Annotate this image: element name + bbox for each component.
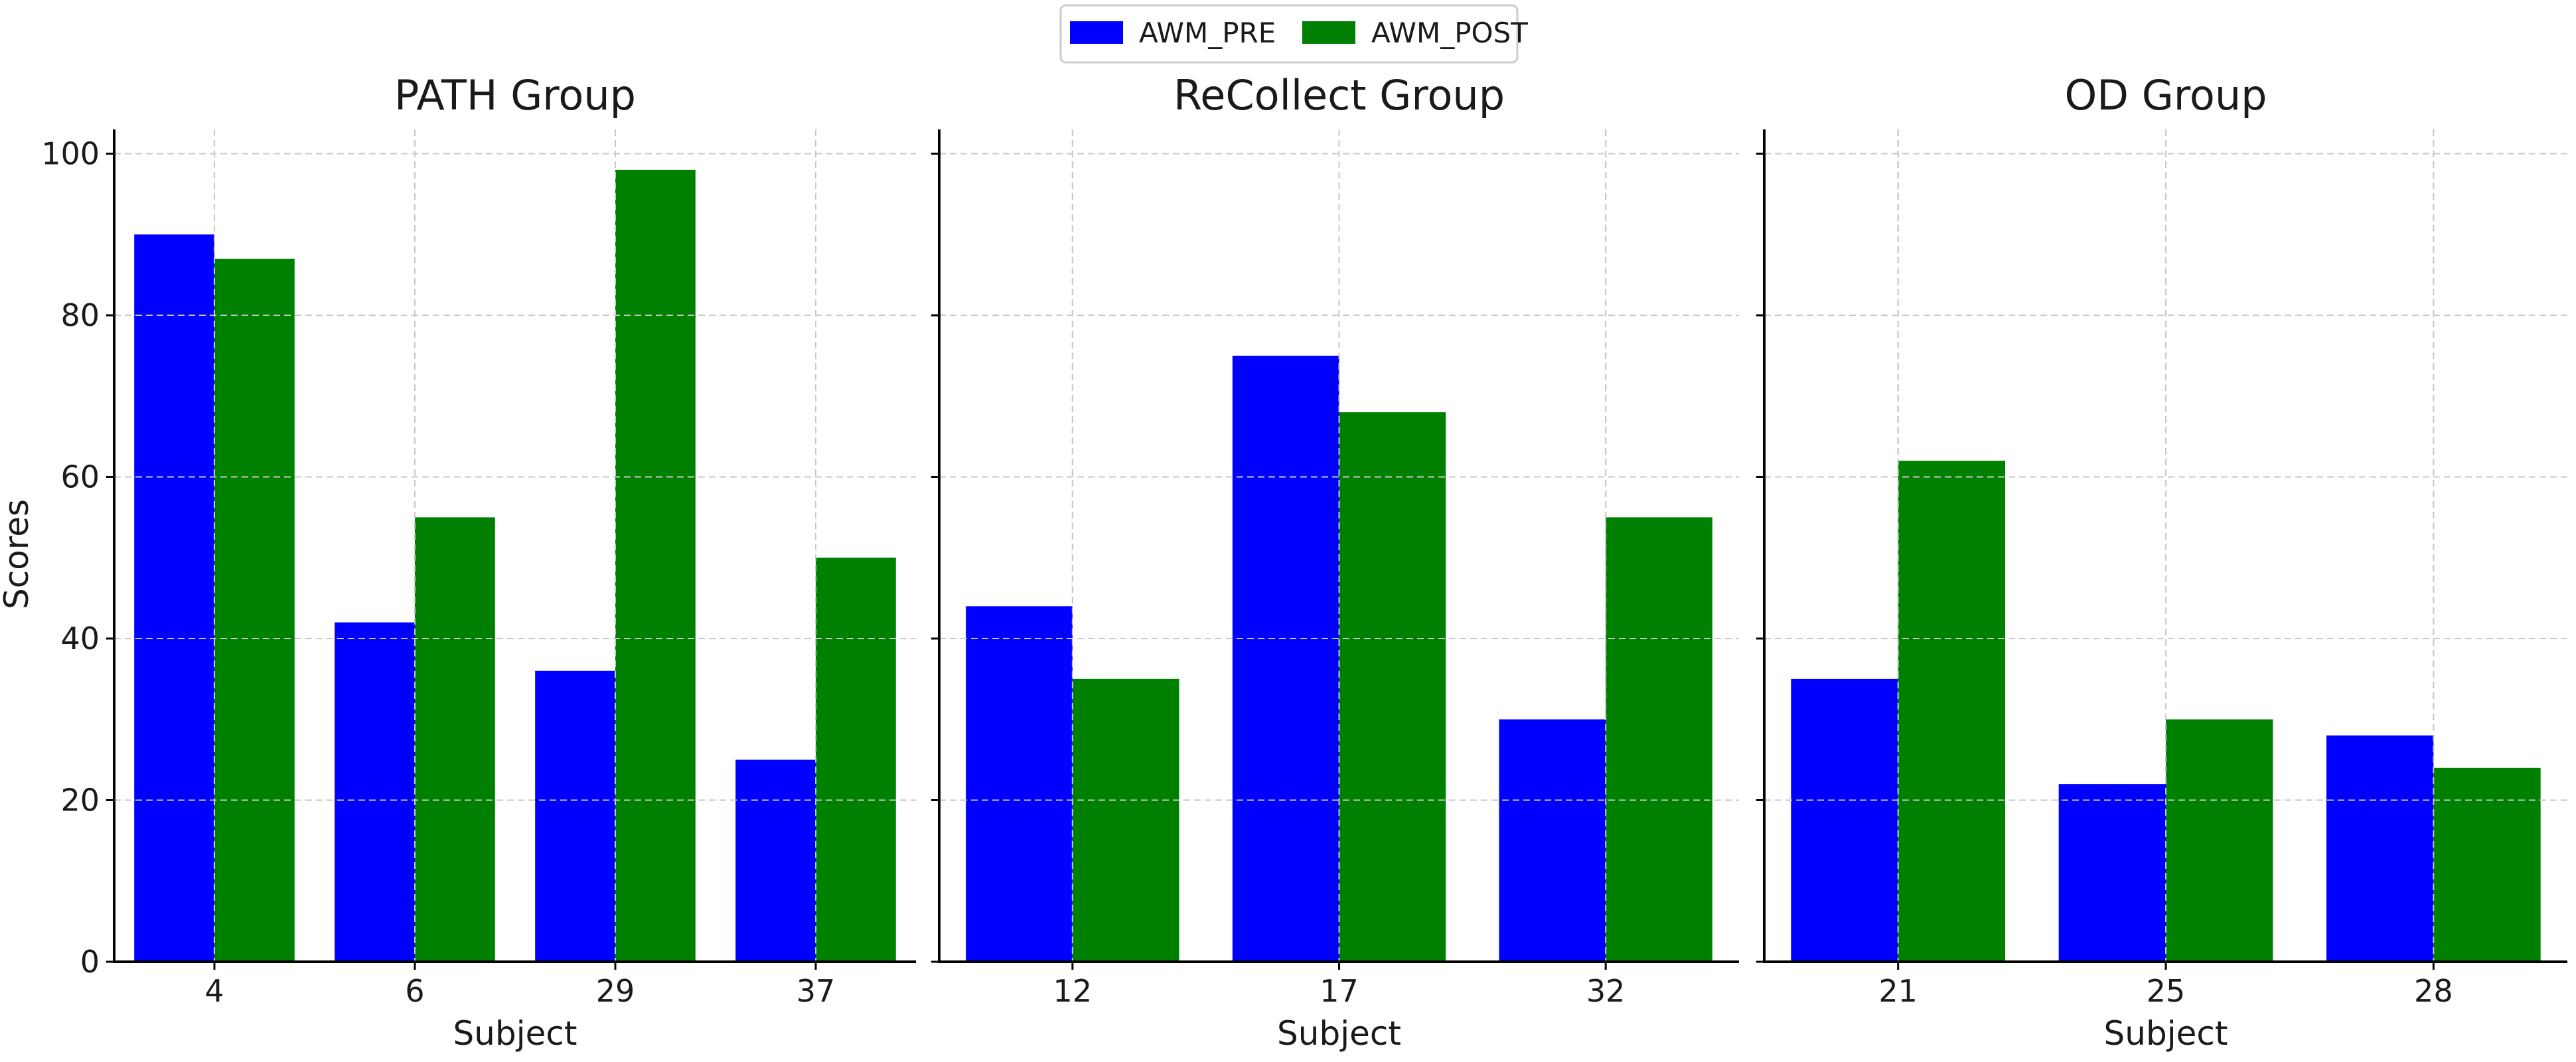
bar-awm-pre [134, 234, 214, 962]
bar-awm-post [615, 169, 696, 962]
bar-awm-pre [2326, 735, 2434, 962]
x-tick-label: 32 [1586, 973, 1626, 1009]
panel-title: ReCollect Group [1174, 71, 1505, 119]
legend-swatch [1302, 21, 1355, 44]
bar-awm-pre [735, 759, 816, 962]
x-tick-label: 37 [796, 973, 836, 1009]
y-axis-label-group: Scores [0, 499, 36, 609]
x-tick-label: 12 [1053, 973, 1093, 1009]
bar-awm-post [1606, 517, 1712, 962]
legend-label: AWM_POST [1371, 17, 1528, 49]
x-axis-label: Subject [2104, 1014, 2228, 1053]
bar-awm-post [1339, 412, 1446, 962]
bar-awm-pre [335, 622, 415, 962]
legend: AWM_PRE AWM_POST [1059, 4, 1528, 64]
bar-awm-pre [1232, 355, 1339, 962]
x-axis-label: Subject [1277, 1014, 1401, 1053]
y-tick-label: 60 [60, 459, 100, 495]
x-tick-label: 29 [596, 973, 635, 1009]
bar-awm-pre [966, 606, 1073, 962]
panel-title: OD Group [2064, 71, 2267, 119]
y-tick-label: 100 [41, 136, 100, 172]
y-tick-label: 0 [80, 944, 100, 980]
bar-awm-post [2433, 767, 2541, 962]
panel-1: 12 17 32 ReCollect Group Subject [931, 71, 1739, 1053]
panel-2: 21 25 28 OD Group Subject [1756, 71, 2567, 1053]
bar-awm-post [214, 258, 295, 962]
bar-awm-post [415, 517, 495, 962]
y-axis-label: Scores [0, 499, 36, 609]
x-tick-label: 21 [1878, 973, 1918, 1009]
y-tick-label: 40 [60, 621, 100, 656]
legend-label: AWM_PRE [1139, 17, 1276, 49]
bar-awm-pre [1499, 719, 1606, 962]
x-tick-label: 6 [405, 973, 424, 1009]
x-tick-label: 4 [204, 973, 224, 1009]
legend-swatch [1070, 21, 1123, 44]
y-tick-label: 80 [60, 297, 100, 333]
panel-title: PATH Group [394, 71, 636, 119]
bar-awm-pre [1791, 678, 1898, 962]
bar-awm-post [1898, 461, 2005, 962]
bar-awm-pre [535, 670, 615, 962]
x-tick-label: 28 [2414, 973, 2453, 1009]
panel-0: 0 20 40 60 80 100 4 6 29 37 PATH Group Subject [41, 71, 916, 1053]
x-axis-label: Subject [453, 1014, 577, 1053]
bar-awm-pre [2058, 784, 2166, 962]
bar-awm-post [1072, 678, 1179, 962]
x-tick-label: 25 [2147, 973, 2186, 1009]
bar-awm-post [816, 558, 896, 962]
legend-box [1059, 4, 1519, 64]
bar-awm-post [2166, 719, 2273, 962]
x-tick-label: 17 [1320, 973, 1359, 1009]
panels: 0 20 40 60 80 100 4 6 29 37 PATH Group Subject 12 17 3… [41, 71, 2567, 1053]
y-tick-label: 20 [60, 783, 100, 818]
